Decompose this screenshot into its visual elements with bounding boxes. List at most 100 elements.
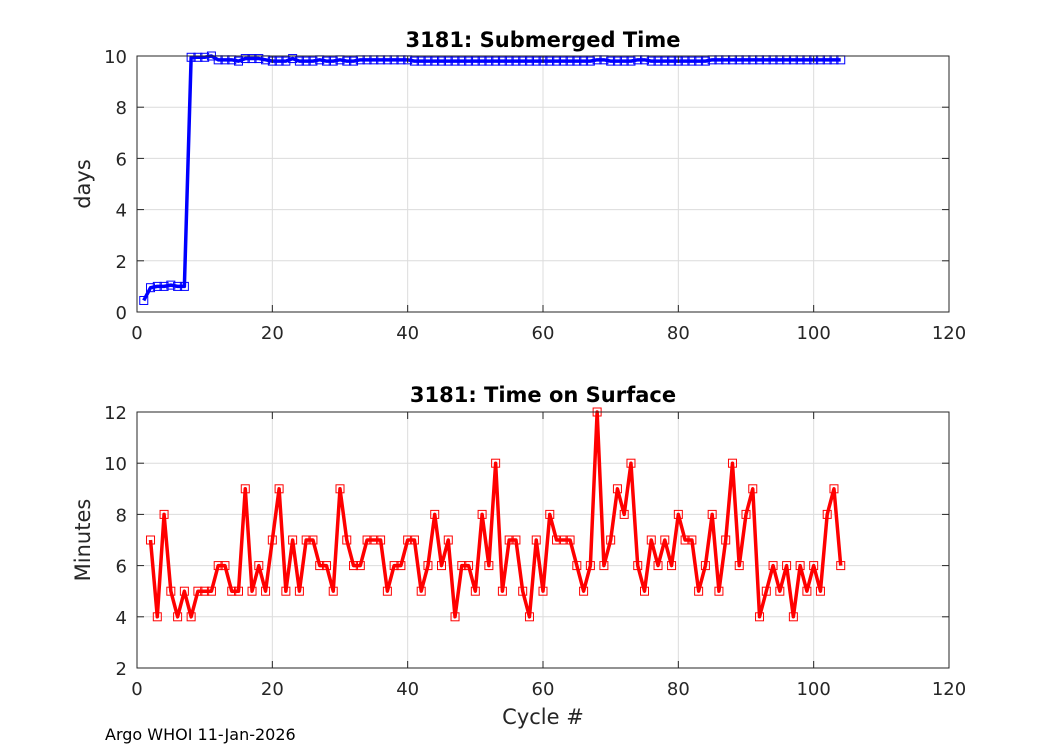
data-point bbox=[572, 56, 582, 66]
data-point bbox=[518, 586, 528, 596]
data-point bbox=[612, 56, 622, 66]
data-point bbox=[200, 52, 210, 62]
series-line bbox=[148, 410, 843, 619]
data-point bbox=[396, 561, 406, 571]
x-tick-label: 20 bbox=[261, 679, 284, 700]
x-tick-label: 0 bbox=[131, 679, 142, 700]
data-point bbox=[768, 561, 778, 571]
data-point bbox=[531, 535, 541, 545]
data-point bbox=[389, 561, 399, 571]
data-point bbox=[558, 535, 568, 545]
data-point bbox=[227, 586, 237, 596]
data-point bbox=[680, 535, 690, 545]
data-point bbox=[700, 561, 710, 571]
data-point bbox=[565, 56, 575, 66]
data-point bbox=[437, 561, 446, 571]
series-markers bbox=[146, 407, 846, 622]
data-point bbox=[443, 535, 453, 545]
data-point bbox=[234, 586, 243, 596]
data-point bbox=[173, 281, 183, 291]
data-point bbox=[173, 612, 183, 622]
data-point bbox=[382, 586, 392, 596]
data-point bbox=[450, 612, 460, 622]
data-point bbox=[457, 561, 467, 571]
data-point bbox=[782, 561, 792, 571]
data-point bbox=[572, 561, 582, 571]
data-point bbox=[660, 535, 670, 545]
data-point bbox=[815, 586, 825, 596]
data-point bbox=[646, 535, 656, 545]
data-point bbox=[795, 561, 805, 571]
data-point bbox=[667, 561, 677, 571]
data-point bbox=[450, 56, 460, 66]
data-point bbox=[288, 54, 298, 64]
data-point bbox=[484, 56, 494, 66]
data-point bbox=[694, 56, 704, 66]
data-point bbox=[700, 56, 710, 66]
data-point bbox=[409, 535, 419, 545]
data-point bbox=[538, 586, 548, 596]
data-point bbox=[667, 56, 677, 66]
y-tick-label: 4 bbox=[116, 608, 127, 629]
y-tick-label: 10 bbox=[104, 47, 127, 68]
data-point bbox=[470, 586, 480, 596]
x-tick-label: 80 bbox=[667, 323, 690, 344]
data-point bbox=[443, 56, 453, 66]
data-point bbox=[680, 56, 690, 66]
data-point bbox=[606, 535, 616, 545]
data-point bbox=[579, 586, 589, 596]
data-point bbox=[349, 561, 359, 571]
data-point bbox=[822, 509, 832, 519]
data-point bbox=[727, 458, 737, 468]
data-point bbox=[612, 484, 622, 494]
data-point bbox=[376, 535, 386, 545]
data-point bbox=[477, 509, 487, 519]
data-point bbox=[565, 535, 575, 545]
x-axis-label: Cycle # bbox=[502, 705, 584, 729]
data-point bbox=[308, 56, 318, 66]
y-tick-label: 0 bbox=[116, 303, 127, 324]
y-tick-label: 12 bbox=[104, 403, 127, 424]
data-point bbox=[281, 586, 291, 596]
data-point bbox=[166, 586, 176, 596]
data-point bbox=[626, 56, 636, 66]
data-point bbox=[213, 561, 223, 571]
data-point bbox=[321, 56, 331, 66]
data-point bbox=[585, 561, 595, 571]
data-point bbox=[315, 561, 325, 571]
data-point bbox=[416, 586, 426, 596]
data-point bbox=[660, 56, 670, 66]
data-point bbox=[206, 586, 216, 596]
data-point bbox=[788, 612, 798, 622]
x-tick-label: 120 bbox=[932, 323, 966, 344]
data-point bbox=[497, 56, 507, 66]
data-point bbox=[524, 56, 534, 66]
data-point bbox=[274, 484, 284, 494]
data-point bbox=[430, 56, 440, 66]
data-point bbox=[409, 56, 419, 66]
x-tick-label: 80 bbox=[667, 679, 690, 700]
data-point bbox=[741, 509, 751, 519]
y-tick-label: 6 bbox=[116, 557, 127, 578]
data-point bbox=[274, 56, 284, 66]
y-tick-label: 8 bbox=[116, 98, 127, 119]
data-point bbox=[328, 56, 338, 66]
data-point bbox=[836, 561, 846, 571]
x-tick-label: 60 bbox=[532, 679, 555, 700]
data-point bbox=[721, 535, 731, 545]
data-point bbox=[186, 612, 196, 622]
data-point bbox=[694, 586, 704, 596]
data-point bbox=[146, 535, 156, 545]
data-point bbox=[294, 586, 304, 596]
data-point bbox=[504, 535, 514, 545]
data-point bbox=[619, 509, 629, 519]
data-point bbox=[220, 561, 230, 571]
footer-credit: Argo WHOI 11-Jan-2026 bbox=[105, 725, 296, 744]
data-point bbox=[403, 535, 413, 545]
x-tick-label: 100 bbox=[796, 323, 830, 344]
x-tick-label: 120 bbox=[932, 679, 966, 700]
data-point bbox=[166, 280, 176, 290]
data-point bbox=[267, 535, 277, 545]
data-point bbox=[558, 56, 568, 66]
data-point bbox=[809, 561, 819, 571]
